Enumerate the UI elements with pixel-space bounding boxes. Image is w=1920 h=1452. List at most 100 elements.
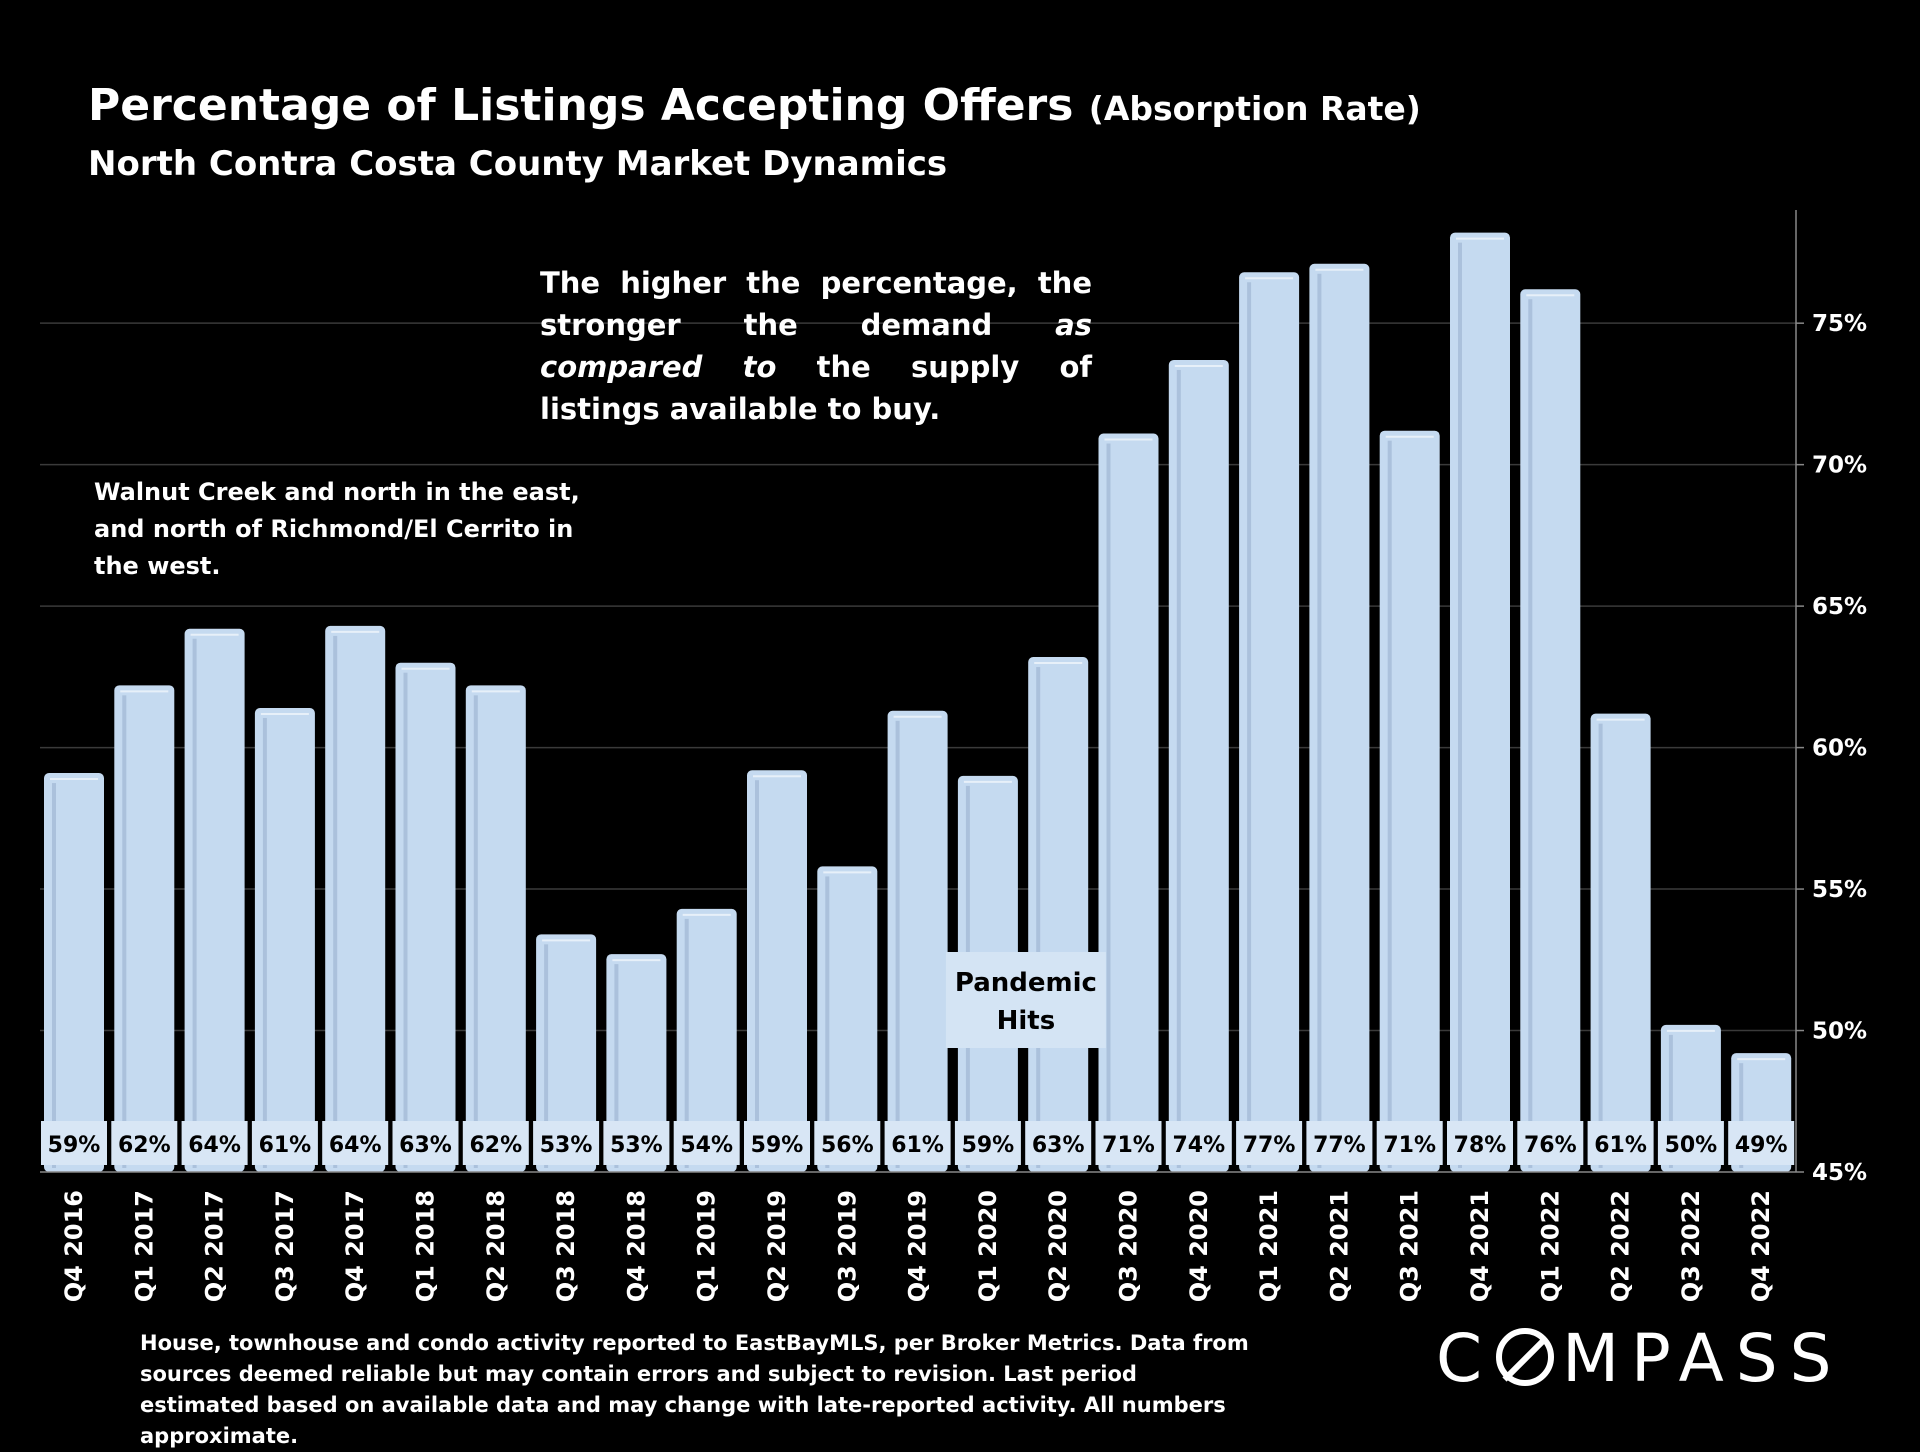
x-tick-label: Q1 2018 — [412, 1190, 440, 1302]
x-tick-label: Q4 2022 — [1747, 1190, 1775, 1302]
bar-shade — [895, 720, 900, 1168]
data-label: 53% — [610, 1133, 663, 1158]
data-label-box — [1517, 1121, 1584, 1165]
bar-shade — [1036, 667, 1041, 1168]
demand-note-text-1: The higher the percentage, the stronger … — [540, 266, 1092, 342]
bar — [1168, 359, 1229, 1172]
bar-shade — [1668, 1034, 1673, 1168]
data-label-box — [1657, 1121, 1724, 1165]
data-label-box — [251, 1121, 318, 1165]
bar — [1239, 272, 1300, 1172]
data-label-box — [181, 1121, 248, 1165]
bar-shade — [473, 695, 478, 1168]
x-tick-label: Q4 2016 — [60, 1190, 88, 1302]
x-tick-label: Q2 2021 — [1325, 1190, 1353, 1302]
data-label-box — [1376, 1121, 1443, 1165]
x-tick-label: Q1 2022 — [1536, 1190, 1564, 1302]
data-label-box — [744, 1121, 810, 1165]
bar-shade — [1176, 369, 1181, 1168]
bar — [395, 662, 456, 1172]
data-label-box — [322, 1121, 389, 1165]
compass-logo: C MPASS — [1436, 1320, 1844, 1397]
chart-title-suffix: (Absorption Rate) — [1088, 89, 1421, 128]
bar — [1520, 289, 1581, 1173]
bar — [184, 628, 245, 1172]
bar-shade — [825, 876, 830, 1168]
bar — [817, 866, 878, 1172]
y-tick-label: 70% — [1812, 453, 1867, 479]
bar-shade — [755, 780, 759, 1168]
axes: 45% 50% 55% 60% 65% 70% 75% Q4 2016 Q1 2017 Q2 20… — [40, 210, 1867, 1302]
x-tick-label: Q3 2018 — [552, 1190, 580, 1302]
x-tick-label: Q2 2017 — [201, 1190, 229, 1302]
data-label-box — [1728, 1121, 1795, 1165]
pandemic-callout-line-2: Hits — [997, 1006, 1056, 1036]
data-label: 63% — [399, 1133, 452, 1158]
bar-shade — [684, 918, 689, 1168]
data-label-box — [41, 1121, 107, 1165]
bar-shade — [52, 783, 56, 1168]
data-label-box — [1447, 1121, 1513, 1165]
data-label-box — [603, 1121, 670, 1165]
x-tick-label: Q4 2019 — [904, 1190, 932, 1302]
y-tick-label: 50% — [1812, 1019, 1867, 1045]
bar-shade — [1458, 242, 1462, 1168]
data-label: 53% — [540, 1133, 593, 1158]
x-tick-label: Q4 2017 — [341, 1190, 369, 1302]
bar-shade — [1528, 299, 1533, 1169]
data-label-box — [954, 1121, 1021, 1165]
demand-note-italic: as compared to — [540, 308, 1092, 384]
data-label: 49% — [1735, 1133, 1788, 1158]
bar — [1098, 433, 1159, 1172]
data-label: 59% — [751, 1133, 804, 1158]
data-label: 64% — [188, 1133, 241, 1158]
bar-shade — [1247, 282, 1252, 1168]
data-label-box — [1165, 1121, 1232, 1165]
demand-note-text-2: the supply of listings available to buy. — [540, 350, 1092, 426]
data-label-box — [1587, 1121, 1654, 1165]
data-label: 61% — [1594, 1133, 1647, 1158]
bar — [606, 954, 667, 1172]
chart-title-main: Percentage of Listings Accepting Offers — [88, 80, 1074, 131]
data-label: 74% — [1172, 1133, 1225, 1158]
bar — [325, 625, 386, 1172]
x-tick-label: Q2 2022 — [1607, 1190, 1635, 1302]
x-tick-label: Q1 2019 — [693, 1190, 721, 1302]
bar — [1309, 263, 1370, 1173]
y-tick-label: 75% — [1812, 311, 1867, 337]
pandemic-callout-box — [945, 952, 1106, 1048]
x-tick-label: Q4 2020 — [1185, 1190, 1213, 1302]
data-label: 59% — [962, 1133, 1015, 1158]
data-labels: 59% 62% 64% 61% 64% 63% 62% 53% 53% 54% 59% 56% 61% 5… — [41, 1121, 1795, 1165]
bar-shade — [1106, 443, 1111, 1168]
x-tick-label: Q3 2019 — [833, 1190, 861, 1302]
y-tick-label: 55% — [1812, 877, 1867, 903]
data-label-box — [533, 1121, 600, 1165]
bar — [44, 773, 104, 1172]
bar-shade — [192, 638, 197, 1168]
bar — [747, 770, 807, 1172]
bars — [44, 232, 1792, 1173]
data-label: 78% — [1454, 1133, 1507, 1158]
y-tick-label: 65% — [1812, 594, 1867, 620]
y-tick-label: 60% — [1812, 736, 1867, 762]
x-tick-label: Q2 2020 — [1044, 1190, 1072, 1302]
x-tick-label: Q3 2022 — [1677, 1190, 1705, 1302]
data-label-box — [111, 1121, 178, 1165]
bar-shade — [1598, 723, 1603, 1168]
bar — [254, 707, 315, 1172]
data-label: 50% — [1665, 1133, 1718, 1158]
x-tick-label: Q4 2021 — [1466, 1190, 1494, 1302]
data-label: 62% — [469, 1133, 522, 1158]
x-tick-label: Q4 2018 — [622, 1190, 650, 1302]
bar-shade — [1317, 273, 1322, 1169]
bar — [1590, 713, 1651, 1172]
bar-shade — [1387, 440, 1392, 1169]
data-label: 71% — [1102, 1133, 1155, 1158]
chart-subtitle: North Contra Costa County Market Dynamic… — [88, 144, 948, 184]
bar — [1379, 430, 1440, 1173]
bar-shade — [333, 635, 338, 1168]
data-label-box — [673, 1121, 740, 1165]
bar — [887, 710, 948, 1172]
x-tick-label: Q1 2020 — [974, 1190, 1002, 1302]
